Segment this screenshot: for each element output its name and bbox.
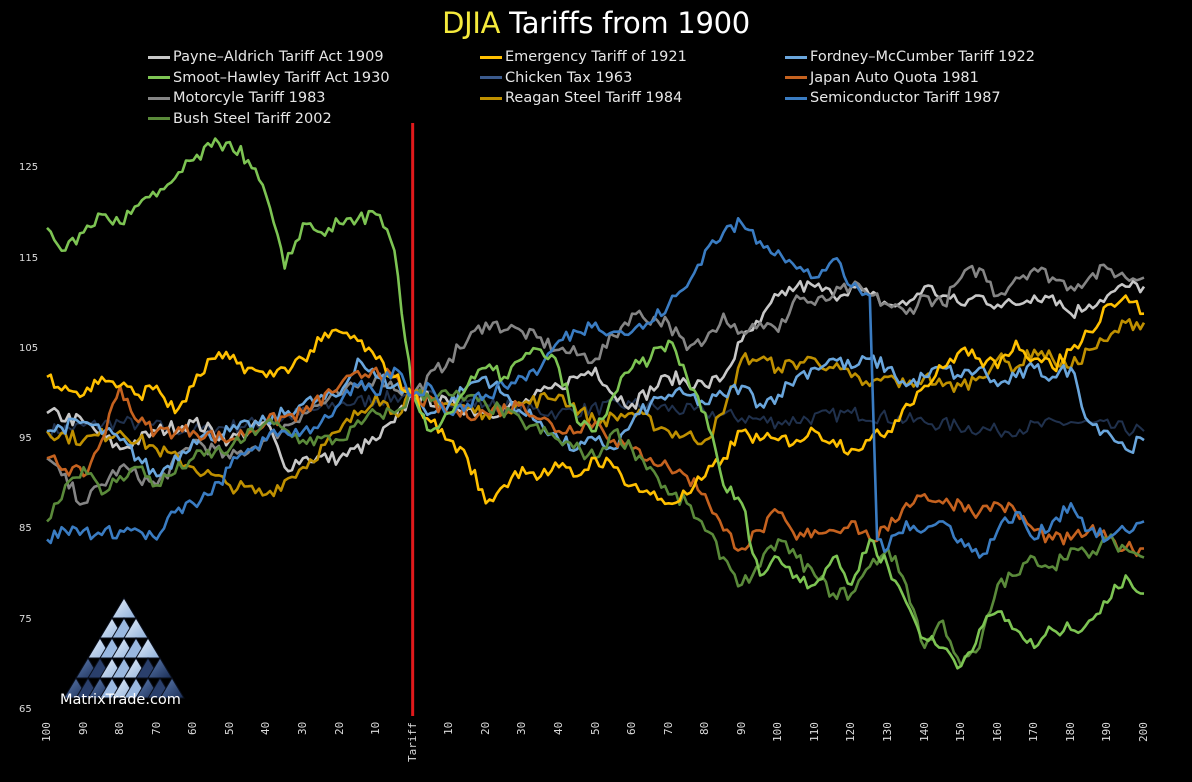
x-tick-label: 10 — [369, 722, 383, 736]
x-tick-label: 10 — [442, 722, 456, 736]
x-tick-label: 120 — [844, 722, 858, 743]
series-line-fordney-mccumber-tariff-1922 — [46, 354, 1145, 478]
legend: Payne–Aldrich Tariff Act 1909 Emergency T… — [0, 49, 1192, 139]
legend-swatch — [148, 76, 170, 79]
x-tick-label: 50 — [588, 722, 602, 736]
legend-label: Reagan Steel Tariff 1984 — [505, 90, 683, 106]
legend-item: Bush Steel Tariff 2002 — [148, 111, 332, 127]
legend-label: Semiconductor Tariff 1987 — [810, 90, 1001, 106]
x-tick-label: 20 — [478, 722, 492, 736]
x-tick-label: 20 — [332, 722, 346, 736]
series-line-emergency-tariff-of-1921 — [46, 294, 1145, 506]
x-tick-label: 40 — [259, 722, 273, 736]
series-line-reagan-steel-tariff-1984 — [45, 318, 1146, 498]
x-tick-label: 140 — [917, 722, 931, 743]
x-tick-label: 70 — [149, 722, 163, 736]
x-tick-label: 90 — [734, 722, 748, 736]
series-line-motorcyle-tariff-1983 — [46, 263, 1145, 506]
legend-item: Motorcyle Tariff 1983 — [148, 90, 326, 106]
legend-item: Japan Auto Quota 1981 — [785, 70, 979, 86]
legend-label: Motorcyle Tariff 1983 — [173, 90, 326, 106]
legend-swatch — [480, 96, 502, 100]
chart-title-highlight: DJIA — [442, 6, 501, 40]
x-tick-label: 200 — [1137, 722, 1150, 743]
legend-label: Payne–Aldrich Tariff Act 1909 — [173, 49, 384, 65]
x-tick-label: 170 — [1027, 722, 1041, 743]
x-tick-label: Tariff — [405, 722, 419, 763]
y-tick-label: 115 — [19, 252, 39, 264]
series-line-smoot-hawley-tariff-act-1930 — [46, 137, 1145, 670]
x-tick-label: 80 — [113, 722, 127, 736]
legend-swatch — [480, 55, 502, 59]
legend-label: Fordney–McCumber Tariff 1922 — [810, 49, 1035, 65]
legend-item: Reagan Steel Tariff 1984 — [480, 90, 682, 106]
legend-swatch — [148, 96, 170, 100]
x-tick-label: 160 — [990, 722, 1004, 743]
legend-label: Japan Auto Quota 1981 — [810, 69, 979, 86]
legend-swatch — [148, 55, 170, 59]
legend-label: Chicken Tax 1963 — [505, 69, 633, 86]
y-tick-label: 125 — [19, 162, 39, 174]
y-tick-label: 75 — [19, 613, 32, 625]
y-tick-label: 105 — [19, 342, 39, 354]
legend-swatch — [785, 55, 807, 59]
x-tick-label: 80 — [698, 722, 712, 736]
y-tick-label: 95 — [19, 433, 32, 445]
x-tick-label: 190 — [1100, 722, 1114, 743]
x-tick-label: 180 — [1063, 722, 1077, 743]
x-tick-label: 60 — [625, 722, 639, 736]
series-line-japan-auto-quota-1981 — [46, 366, 1145, 558]
x-tick-label: 30 — [295, 722, 309, 736]
legend-label: Bush Steel Tariff 2002 — [173, 110, 332, 127]
series-line-semiconductor-tariff-1987 — [46, 217, 1145, 559]
y-tick-label: 85 — [19, 523, 32, 535]
x-tick-label: 110 — [807, 722, 821, 743]
x-tick-label: 70 — [661, 722, 675, 736]
legend-swatch — [785, 76, 807, 79]
legend-item: Semiconductor Tariff 1987 — [785, 90, 1001, 106]
logo-text: MatrixTrade.com — [60, 692, 181, 708]
x-tick-label: 50 — [222, 722, 236, 736]
x-tick-label: 40 — [551, 722, 565, 736]
x-tick-label: 130 — [881, 722, 895, 743]
legend-swatch — [480, 76, 502, 79]
y-tick-label: 65 — [19, 704, 32, 715]
x-tick-label: 90 — [76, 722, 90, 736]
x-tick-label: 60 — [186, 722, 200, 736]
legend-swatch — [148, 117, 170, 120]
legend-item: Fordney–McCumber Tariff 1922 — [785, 49, 1035, 65]
x-tick-label: 30 — [515, 722, 529, 736]
chart-title-rest: Tariffs from 1900 — [500, 6, 750, 40]
chart-title: DJIA Tariffs from 1900 — [0, 6, 1192, 40]
x-tick-label: 100 — [771, 722, 785, 743]
x-tick-label: 150 — [954, 722, 968, 743]
x-tick-label: 100 — [40, 722, 53, 743]
legend-item: Emergency Tariff of 1921 — [480, 49, 687, 65]
matrixtrade-logo-icon — [63, 597, 185, 699]
legend-item: Smoot–Hawley Tariff Act 1930 — [148, 70, 390, 86]
legend-label: Emergency Tariff of 1921 — [505, 49, 687, 65]
legend-label: Smoot–Hawley Tariff Act 1930 — [173, 69, 390, 86]
legend-swatch — [785, 96, 807, 100]
legend-item: Chicken Tax 1963 — [480, 70, 632, 86]
legend-item: Payne–Aldrich Tariff Act 1909 — [148, 49, 384, 65]
